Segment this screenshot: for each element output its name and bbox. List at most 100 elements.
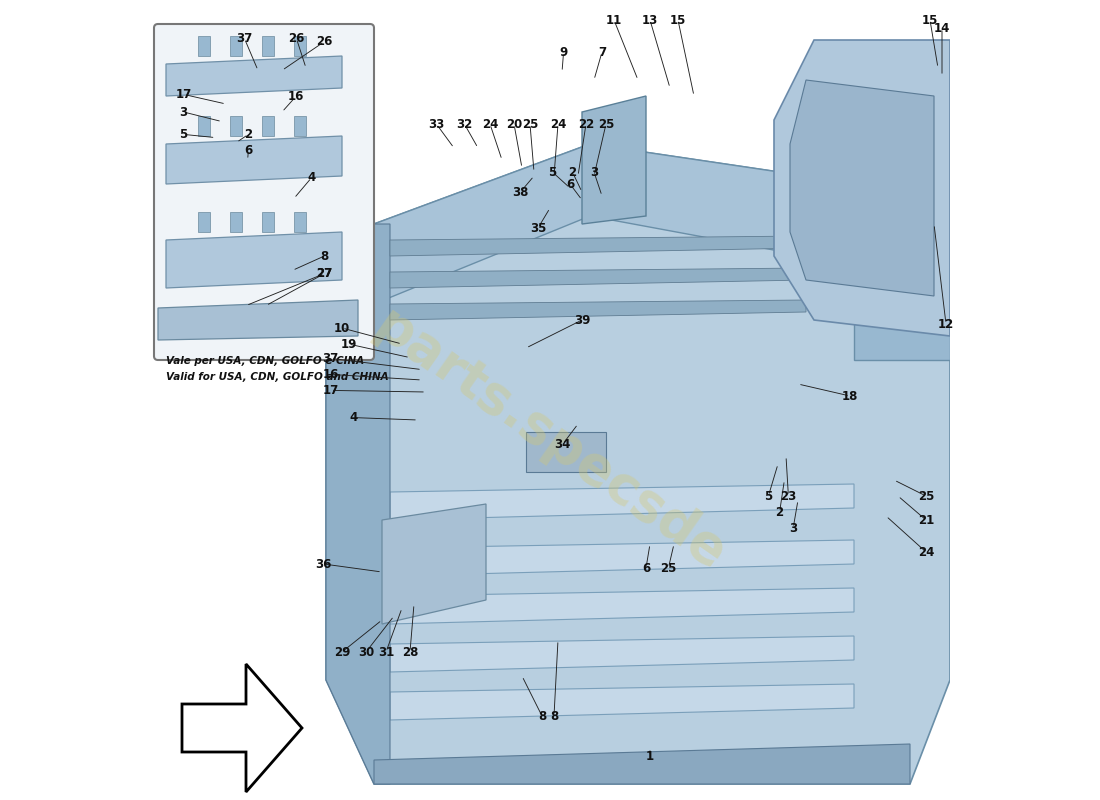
Text: 32: 32 <box>456 118 473 130</box>
Text: 14: 14 <box>934 22 950 34</box>
Text: 3: 3 <box>789 522 797 534</box>
Polygon shape <box>198 116 210 136</box>
Polygon shape <box>294 212 306 232</box>
Text: 17: 17 <box>322 384 339 397</box>
Text: 35: 35 <box>530 222 547 234</box>
Polygon shape <box>326 224 390 784</box>
Polygon shape <box>262 36 274 56</box>
FancyBboxPatch shape <box>154 24 374 360</box>
Text: 5: 5 <box>548 166 557 178</box>
Text: 5: 5 <box>764 490 772 502</box>
Polygon shape <box>374 744 910 784</box>
Polygon shape <box>294 36 306 56</box>
Text: 4: 4 <box>350 411 359 424</box>
Text: 7: 7 <box>598 46 606 58</box>
Text: 2: 2 <box>244 128 253 141</box>
Text: 25: 25 <box>521 118 538 130</box>
Polygon shape <box>158 300 358 340</box>
Polygon shape <box>526 432 606 472</box>
Polygon shape <box>390 684 854 720</box>
Polygon shape <box>262 212 274 232</box>
Polygon shape <box>294 116 306 136</box>
Text: 37: 37 <box>236 32 253 45</box>
Text: 37: 37 <box>322 352 339 365</box>
Polygon shape <box>182 664 302 792</box>
Text: 16: 16 <box>322 368 339 381</box>
Text: 25: 25 <box>660 562 676 574</box>
Polygon shape <box>230 116 242 136</box>
Text: 26: 26 <box>316 35 332 48</box>
Text: 17: 17 <box>176 88 191 101</box>
Text: 15: 15 <box>922 14 938 26</box>
Text: 28: 28 <box>402 646 418 658</box>
Text: 25: 25 <box>597 118 614 130</box>
Text: 29: 29 <box>333 646 350 658</box>
Polygon shape <box>582 96 646 224</box>
Polygon shape <box>326 144 950 784</box>
Text: 8: 8 <box>550 710 558 722</box>
Text: 3: 3 <box>179 106 188 118</box>
Text: 24: 24 <box>550 118 566 130</box>
Text: 5: 5 <box>179 128 188 141</box>
Polygon shape <box>390 588 854 624</box>
Text: 1: 1 <box>646 750 654 762</box>
Text: 6: 6 <box>565 178 574 190</box>
Text: 33: 33 <box>428 118 444 130</box>
Polygon shape <box>230 212 242 232</box>
Text: 2: 2 <box>569 166 576 178</box>
Text: 8: 8 <box>538 710 546 722</box>
Text: 12: 12 <box>938 318 954 330</box>
Text: 30: 30 <box>358 646 374 658</box>
Text: 3: 3 <box>590 166 598 178</box>
Text: 34: 34 <box>554 438 571 450</box>
Text: 4: 4 <box>308 171 316 184</box>
Polygon shape <box>198 36 210 56</box>
Polygon shape <box>390 236 806 256</box>
Polygon shape <box>390 268 806 288</box>
Polygon shape <box>230 36 242 56</box>
Polygon shape <box>390 636 854 672</box>
Polygon shape <box>390 484 854 520</box>
Text: 11: 11 <box>606 14 623 26</box>
Text: parts.specsde: parts.specsde <box>364 299 736 581</box>
Text: 10: 10 <box>334 322 350 334</box>
Text: 31: 31 <box>378 646 394 658</box>
Polygon shape <box>390 540 854 576</box>
Text: 6: 6 <box>244 144 253 157</box>
Polygon shape <box>382 504 486 624</box>
Text: Vale per USA, CDN, GOLFO e CINA: Vale per USA, CDN, GOLFO e CINA <box>166 356 364 366</box>
Text: 16: 16 <box>287 90 304 103</box>
Text: 25: 25 <box>917 490 934 502</box>
Text: 22: 22 <box>578 118 594 130</box>
Text: 36: 36 <box>316 558 332 570</box>
Text: 8: 8 <box>320 250 329 262</box>
Text: 15: 15 <box>670 14 686 26</box>
Text: 18: 18 <box>842 390 858 402</box>
Polygon shape <box>198 212 210 232</box>
Polygon shape <box>774 40 950 336</box>
Text: 39: 39 <box>574 314 591 326</box>
Text: 24: 24 <box>917 546 934 558</box>
Text: 19: 19 <box>340 338 356 350</box>
Text: 6: 6 <box>642 562 650 574</box>
Text: 23: 23 <box>780 490 796 502</box>
Polygon shape <box>390 300 806 320</box>
Polygon shape <box>790 80 934 296</box>
Text: 24: 24 <box>482 118 498 130</box>
Polygon shape <box>854 176 950 360</box>
Text: 27: 27 <box>317 267 332 280</box>
Text: 38: 38 <box>513 186 529 198</box>
Text: Valid for USA, CDN, GOLFO and CHINA: Valid for USA, CDN, GOLFO and CHINA <box>166 372 388 382</box>
Text: 2: 2 <box>776 506 783 518</box>
Polygon shape <box>262 116 274 136</box>
Polygon shape <box>374 144 806 304</box>
Polygon shape <box>166 56 342 96</box>
Text: 27: 27 <box>317 267 332 280</box>
Text: 26: 26 <box>288 32 305 45</box>
Text: 13: 13 <box>642 14 658 26</box>
Polygon shape <box>166 232 342 288</box>
Polygon shape <box>166 136 342 184</box>
Text: 9: 9 <box>560 46 568 58</box>
Text: 20: 20 <box>506 118 522 130</box>
Text: 21: 21 <box>917 514 934 526</box>
